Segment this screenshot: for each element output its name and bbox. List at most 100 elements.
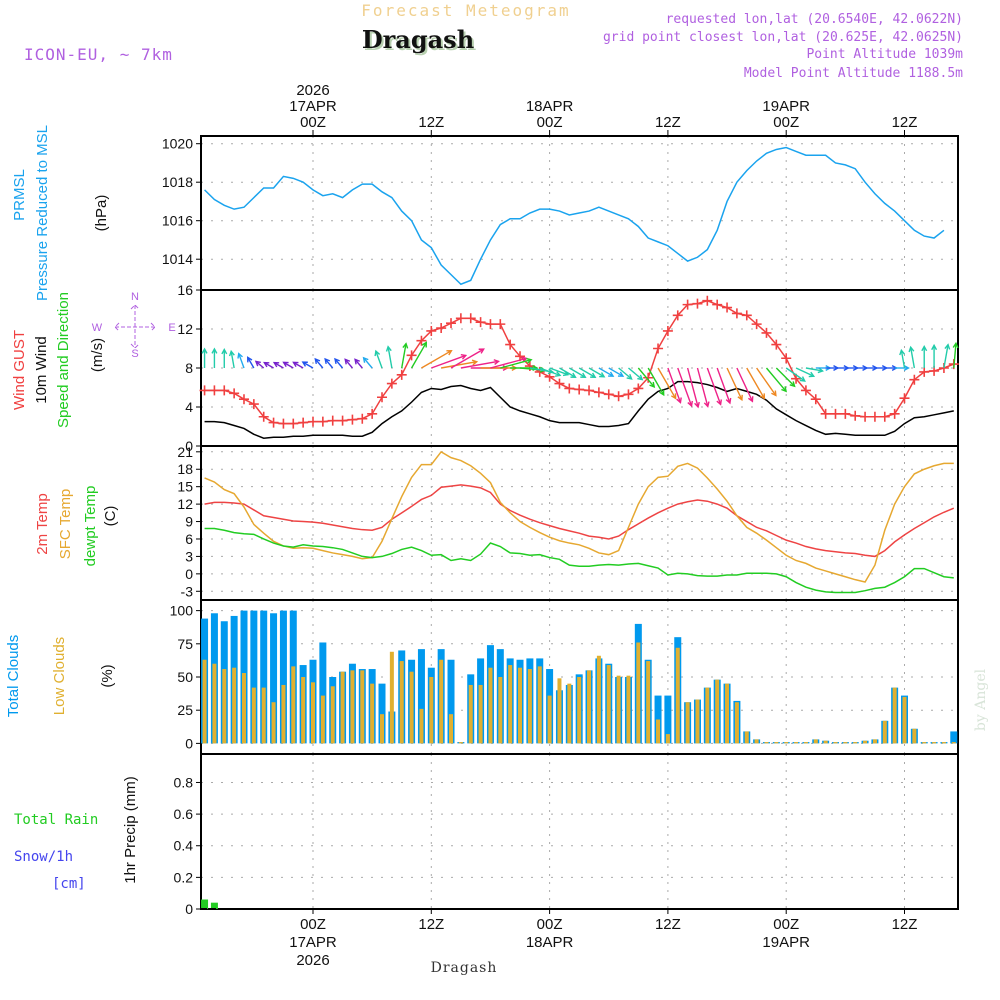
gust-marker [268,417,279,428]
sfc-temp-line [204,450,954,583]
gust-marker [830,408,841,419]
low-cloud-bar [439,659,444,744]
gust-marker [278,418,289,429]
model-point-altitude: Model Point Altitude 1188.5m [744,66,963,81]
gust-marker [327,415,338,426]
low-cloud-bar [222,669,227,744]
gust-marker [209,385,220,396]
wind-arrow [765,367,787,392]
low-cloud-bar [951,742,956,744]
wind-arrowhead [580,372,587,378]
wind-arrow [598,367,614,377]
low-cloud-bar [705,687,710,744]
wind-units: (m/s) [89,338,106,372]
y-tick-label: 0 [185,735,193,751]
wind-arrow [795,367,815,377]
gust-marker [564,383,575,394]
total-cloud-bar [270,613,278,744]
low-cloud-bar [774,742,779,744]
wind-arrowhead [221,348,228,355]
low-cloud-bar [311,682,315,744]
gust-marker [919,366,930,377]
low-cloud-bar [360,670,365,744]
grid-point-coords: grid point closest lon,lat (20.625E, 42.… [603,30,963,45]
low-cloud-bar [271,702,276,744]
wind-arrowhead [725,397,732,405]
low-cloud-bar [557,678,562,744]
wind-gust-label: Wind GUST [11,330,28,410]
x-tick-label-top: 17APR [289,98,337,115]
compass-n: N [131,291,139,303]
wind-arrowhead [617,371,625,377]
rain-label: Total Rain [14,812,98,828]
low-cloud-bar [695,699,700,744]
credit-label: by Angel [973,668,989,731]
x-tick-label-bottom: 17APR [289,934,337,951]
gust-marker [860,411,871,422]
x-tick-label-bottom: 12Z [655,916,681,933]
dewpoint-line [204,527,954,594]
low-cloud-bar [715,679,720,744]
gust-marker [485,319,496,330]
total-cloud-bar [654,695,662,744]
low-cloud-bar [340,671,345,744]
compass-icon: N S W E [92,291,176,360]
low-cloud-bar [843,742,848,744]
gust-marker [761,327,772,338]
low-cloud-bar [833,742,838,744]
wind-arrowhead [211,347,218,354]
gust-marker [692,298,703,309]
total-cloud-bar [664,695,672,744]
y-tick-label: 0 [185,901,193,917]
wind-arrow [238,353,245,369]
wind-arrowhead [649,381,656,389]
chart-marks [199,146,959,910]
gust-marker [248,399,259,410]
gust-marker [298,417,309,428]
precip-units: 1hr Precip (mm) [122,776,139,884]
low-cloud-bar [606,665,611,744]
low-cloud-bar [330,686,335,744]
temp-2m-line [204,484,955,558]
gust-marker [574,384,585,395]
low-cloud-bar [518,667,523,744]
total-cloud-bar [260,610,268,744]
low-cloud-bar [567,683,572,744]
wind-arrowhead [908,345,915,353]
gust-marker [840,408,851,419]
wind-arrowhead [374,349,381,357]
wind-arrowhead [254,360,261,367]
y-tick-label: 12 [177,321,193,337]
x-tick-label-bottom: 12Z [418,916,444,933]
low-cloud-bar [882,720,887,744]
low-cloud-bar [320,695,325,744]
low-cloud-bar [932,742,937,744]
wind-arrow [568,367,586,378]
gust-marker [820,408,831,419]
wind-arrow [943,344,949,369]
x-tick-label-bottom: 00Z [537,916,563,933]
x-tick-label-bottom: 00Z [773,916,799,933]
wind-arrowhead [354,358,361,365]
y-tick-label: 8 [185,360,193,376]
y-tick-label: 3 [185,548,193,564]
wind-arrowhead [817,367,825,374]
wind-arrowhead [789,381,796,388]
wind-arrowhead [292,361,299,368]
wind-arrow [263,362,274,369]
wind-speed-line [204,380,954,439]
gust-marker [367,408,378,419]
wind-arrow [900,350,906,369]
y-tick-label: 18 [177,461,193,477]
wind-arrowhead [201,347,208,354]
gust-marker [455,313,466,324]
wind-arrow [410,342,427,369]
x-tick-label-top: 00Z [537,114,563,131]
gust-marker [869,411,880,422]
gust-marker [495,319,506,330]
y-tick-label: 1018 [162,174,193,190]
gust-marker [909,374,920,385]
low-cloud-bar [794,742,799,744]
wind-arrow [441,361,477,369]
low-cloud-bar [291,666,296,744]
